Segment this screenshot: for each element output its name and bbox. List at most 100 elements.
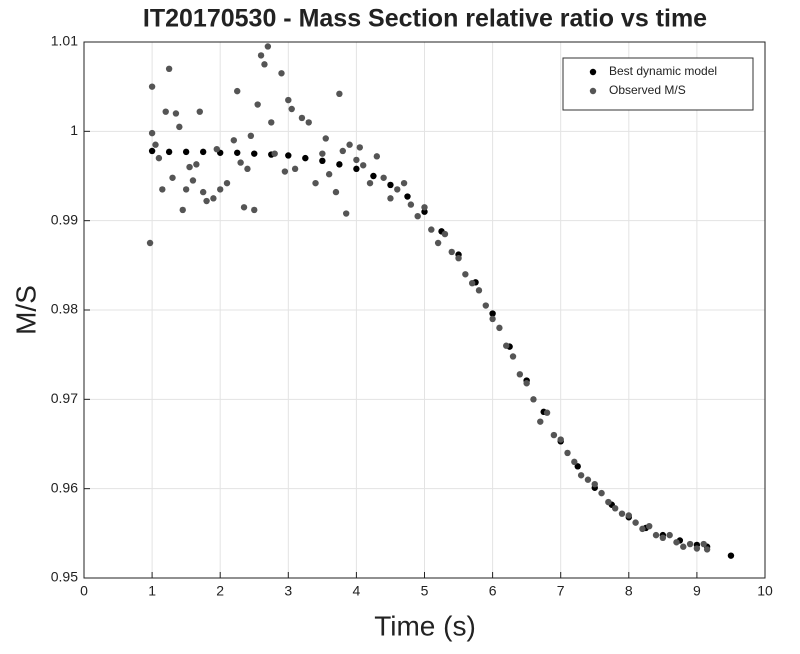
point bbox=[543, 409, 551, 416]
point bbox=[199, 148, 207, 156]
point bbox=[550, 431, 558, 439]
point bbox=[152, 141, 159, 148]
legend-marker bbox=[589, 68, 597, 76]
point bbox=[332, 188, 340, 196]
x-tick-label: 7 bbox=[557, 583, 565, 599]
point bbox=[165, 65, 173, 73]
point bbox=[400, 179, 408, 187]
point bbox=[652, 531, 660, 539]
point bbox=[356, 144, 364, 151]
point bbox=[278, 70, 285, 77]
point bbox=[240, 204, 248, 211]
x-tick-label: 3 bbox=[284, 583, 292, 599]
legend-box bbox=[562, 57, 754, 111]
point bbox=[261, 61, 268, 68]
point bbox=[169, 174, 176, 181]
point bbox=[387, 181, 394, 189]
point bbox=[598, 489, 605, 497]
point bbox=[312, 179, 319, 187]
point bbox=[305, 119, 312, 126]
point bbox=[172, 110, 180, 117]
point bbox=[298, 114, 306, 122]
y-axis-label: M/S bbox=[10, 285, 41, 335]
point bbox=[574, 463, 581, 470]
point bbox=[148, 83, 156, 90]
point bbox=[360, 162, 367, 169]
point bbox=[414, 213, 421, 220]
point bbox=[605, 498, 612, 506]
point bbox=[577, 472, 585, 479]
point bbox=[264, 43, 272, 50]
point bbox=[404, 193, 411, 200]
point bbox=[247, 132, 255, 139]
point bbox=[366, 179, 374, 187]
point bbox=[530, 396, 537, 403]
x-tick-label: 2 bbox=[216, 583, 224, 599]
point bbox=[165, 148, 173, 156]
point bbox=[285, 96, 292, 104]
point bbox=[537, 418, 544, 425]
point bbox=[421, 208, 428, 215]
legend-marker bbox=[589, 87, 597, 95]
point bbox=[257, 52, 265, 59]
point bbox=[373, 153, 381, 160]
point bbox=[441, 230, 449, 238]
point bbox=[271, 150, 278, 157]
y-tick-label: 1 bbox=[70, 122, 78, 138]
point bbox=[234, 87, 241, 95]
point bbox=[319, 150, 326, 157]
point bbox=[428, 226, 435, 233]
y-tick-label: 0.99 bbox=[51, 211, 78, 227]
point bbox=[380, 174, 387, 181]
point bbox=[193, 161, 200, 168]
point bbox=[213, 146, 220, 153]
point bbox=[693, 545, 701, 552]
point bbox=[146, 239, 154, 247]
point bbox=[611, 505, 619, 512]
point bbox=[448, 248, 455, 256]
y-tick-label: 0.95 bbox=[51, 569, 78, 585]
point bbox=[162, 108, 169, 115]
point bbox=[186, 163, 193, 171]
point bbox=[686, 540, 694, 548]
point bbox=[584, 476, 592, 483]
point bbox=[210, 195, 217, 202]
point bbox=[254, 101, 261, 108]
point bbox=[496, 324, 503, 332]
point bbox=[421, 204, 428, 211]
x-tick-label: 9 bbox=[693, 583, 701, 599]
y-tick-label: 0.96 bbox=[51, 479, 78, 495]
point bbox=[468, 280, 476, 287]
legend-label: Observed M/S bbox=[609, 83, 686, 97]
point bbox=[179, 206, 186, 214]
point bbox=[462, 271, 469, 278]
point bbox=[646, 522, 653, 530]
point bbox=[319, 157, 326, 165]
series bbox=[146, 43, 711, 553]
point bbox=[251, 206, 258, 214]
point bbox=[285, 152, 292, 159]
point bbox=[618, 510, 626, 517]
point bbox=[666, 531, 673, 539]
point bbox=[217, 186, 224, 193]
point bbox=[155, 154, 163, 162]
point bbox=[237, 159, 244, 166]
point bbox=[516, 371, 524, 378]
point bbox=[325, 171, 333, 178]
point bbox=[434, 239, 442, 247]
point bbox=[571, 458, 578, 466]
point bbox=[234, 149, 241, 156]
legend: Best dynamic model Observed M/S bbox=[562, 57, 754, 111]
point bbox=[489, 310, 496, 317]
y-tick-label: 0.98 bbox=[51, 301, 78, 317]
y-tick-label: 1.01 bbox=[51, 33, 78, 49]
point bbox=[322, 135, 329, 142]
point bbox=[482, 302, 489, 309]
point bbox=[591, 481, 598, 488]
point bbox=[673, 539, 680, 546]
chart-title: IT20170530 - Mass Section relative ratio… bbox=[143, 5, 707, 33]
point bbox=[625, 512, 632, 519]
point bbox=[230, 137, 238, 144]
point bbox=[148, 129, 156, 137]
